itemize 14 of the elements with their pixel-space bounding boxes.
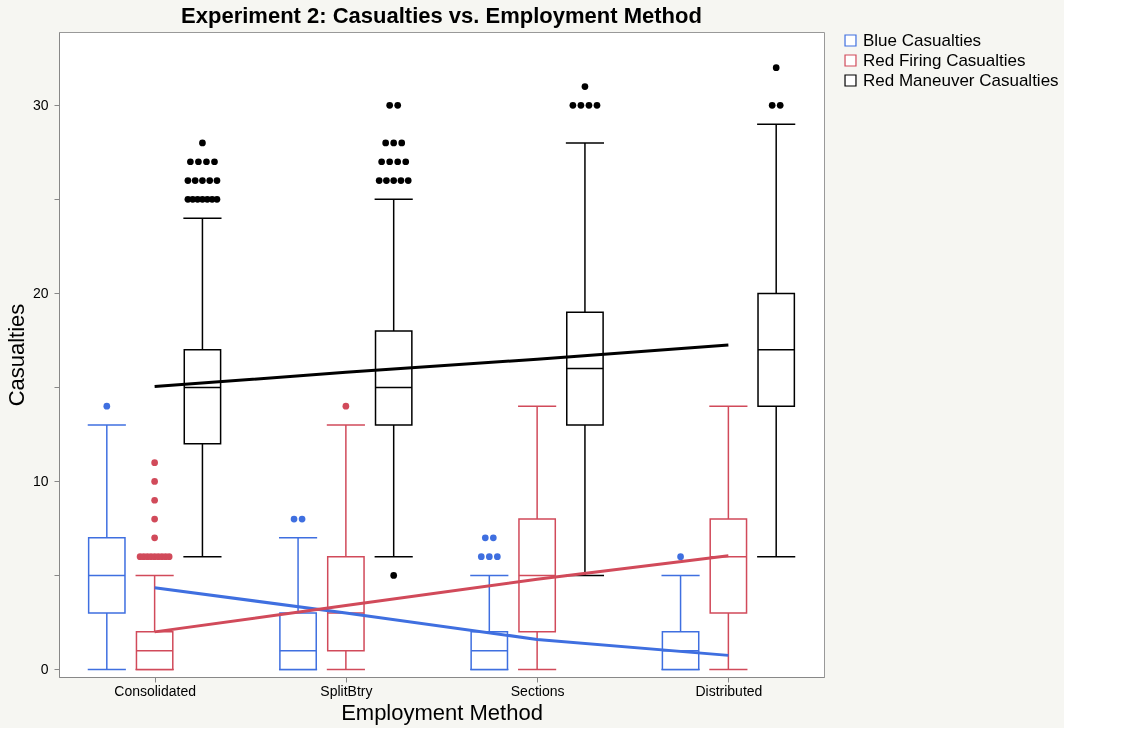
x-axis-title: Employment Method [341, 699, 543, 725]
x-tick-label: Sections [510, 682, 565, 699]
y-tick-label: 10 [32, 472, 49, 489]
legend-label: Blue Casualties [863, 30, 982, 50]
y-tick-label: 0 [40, 660, 49, 677]
legend-label: Red Firing Casualties [863, 50, 1026, 70]
legend-label: Red Maneuver Casualties [863, 70, 1059, 90]
y-axis-title: Casualties [3, 303, 29, 407]
chart-title: Experiment 2: Casualties vs. Employment Method [181, 3, 702, 28]
y-tick-label: 20 [32, 284, 49, 301]
x-tick-label: Consolidated [114, 682, 196, 699]
x-tick-label: SplitBtry [320, 682, 373, 699]
x-tick-label: Distributed [695, 682, 763, 699]
y-tick-label: 30 [32, 96, 49, 113]
